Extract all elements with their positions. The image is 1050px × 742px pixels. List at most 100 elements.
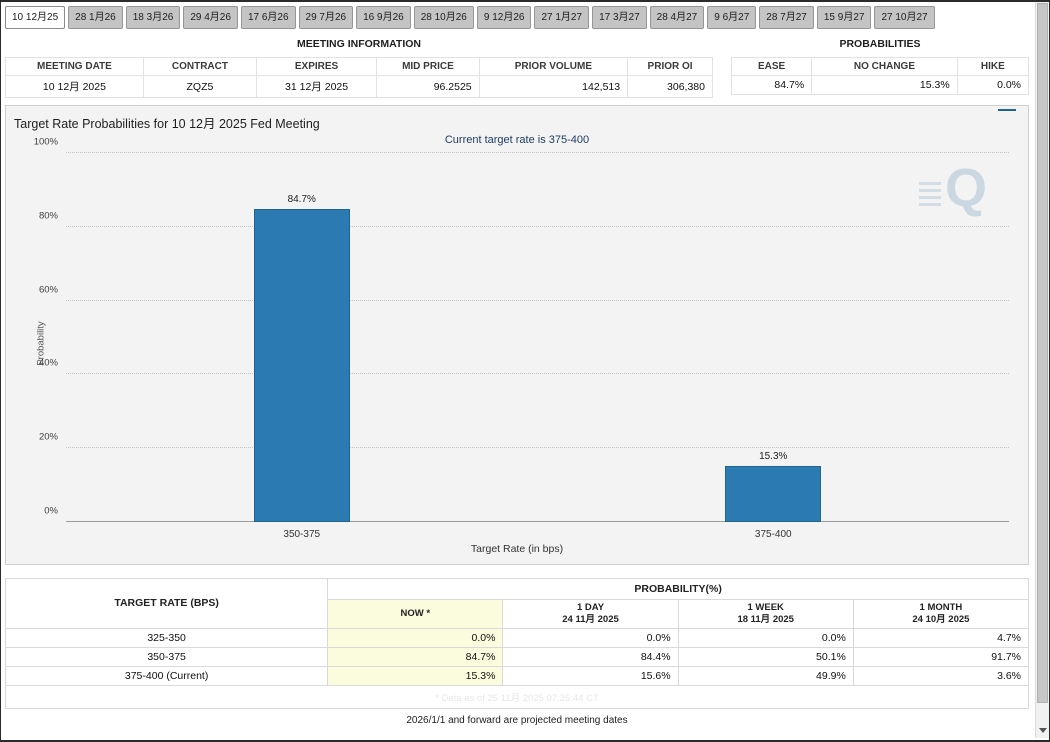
column-header: PRIOR VOLUME (478, 57, 629, 76)
tab-9-12月26[interactable]: 9 12月26 (476, 6, 532, 29)
probability-history-table: TARGET RATE (BPS) PROBABILITY(%) NOW * 1 … (4, 578, 1030, 709)
watermark-stripes-icon (918, 182, 941, 208)
x-tick-label: 375-400 (754, 529, 792, 540)
bar-350-375[interactable]: 84.7% (253, 194, 350, 522)
probability-cell: 15.6% (502, 665, 679, 686)
probability-cell: 84.4% (502, 646, 679, 667)
info-section: MEETING INFORMATION MEETING DATE CONTRACT… (1, 32, 1035, 98)
probability-cell: 15.3% (327, 665, 504, 686)
column-value: 10 12月 2025 (5, 75, 144, 98)
tab-17-3月27[interactable]: 17 3月27 (592, 6, 647, 29)
bar-value-label: 15.3% (759, 450, 788, 462)
gridline (66, 299, 1009, 301)
x-axis-label: Target Rate (in bps) (470, 543, 564, 555)
column-header: MEETING DATE (5, 57, 144, 76)
tab-16-9月26[interactable]: 16 9月26 (356, 6, 411, 29)
quikstrike-watermark: Q (918, 158, 987, 218)
probability-cell: 3.6% (852, 665, 1030, 686)
y-tick-label: 20% (38, 431, 58, 443)
history-column-header: 1 DAY 24 11月 2025 (502, 599, 679, 629)
probability-cell: 0.0% (502, 627, 679, 648)
bar-rect[interactable] (253, 209, 350, 522)
tab-29-7月26[interactable]: 29 7月26 (298, 6, 354, 29)
column-value: 142,513 (478, 75, 629, 98)
meeting-information-table: MEETING INFORMATION MEETING DATE CONTRACT… (5, 33, 713, 98)
probability-cell: 0.0% (677, 627, 854, 648)
fedwatch-page: 10 12月25 28 1月26 18 3月26 29 4月26 17 6月26 29 7… (1, 2, 1035, 738)
history-column-header: 1 MONTH 24 10月 2025 (852, 599, 1030, 629)
probability-cell: 91.7% (852, 646, 1030, 667)
tab-27-1月27[interactable]: 27 1月27 (534, 6, 590, 29)
column-header: MID PRICE (376, 57, 480, 76)
projected-meetings-note: 2026/1/1 and forward are projected meeti… (406, 714, 628, 726)
tab-10-12月25[interactable]: 10 12月25 (5, 6, 66, 29)
prob-value-row: 84.7% 15.3% 0.0% (730, 75, 1030, 95)
gridline (66, 152, 1009, 153)
scrollbar-thumb[interactable] (1037, 3, 1048, 703)
bar-375-400[interactable]: 15.3% (725, 451, 822, 522)
column-header: PRIOR OI (627, 57, 713, 76)
gridline (66, 521, 1009, 522)
probability-cell: 0.0% (327, 627, 504, 648)
meeting-information-title: MEETING INFORMATION (296, 38, 422, 50)
target-rate-cell: 375-400 (Current) (4, 665, 329, 686)
tab-29-4月26[interactable]: 29 4月26 (183, 6, 238, 29)
tab-18-3月26[interactable]: 18 3月26 (125, 6, 181, 29)
probability-group-header: PROBABILITY(%) (327, 578, 1029, 600)
meeting-tabs: 10 12月25 28 1月26 18 3月26 29 4月26 17 6月26 29 7… (1, 2, 1035, 32)
tab-28-4月27[interactable]: 28 4月27 (649, 6, 705, 29)
bar-rect[interactable] (725, 465, 822, 522)
tab-27-10月27[interactable]: 27 10月27 (874, 6, 935, 29)
scrollbar-down-button[interactable] (1036, 723, 1049, 738)
column-value: 15.3% (811, 75, 958, 95)
column-value: ZQZ5 (142, 75, 257, 98)
y-tick-label: 60% (38, 284, 58, 296)
probability-cell: 50.1% (677, 646, 854, 667)
target-rate-cell: 325-350 (4, 627, 329, 648)
y-tick-label: 80% (38, 210, 58, 222)
column-value: 31 12月 2025 (255, 75, 378, 98)
history-subheader-row: NOW * 1 DAY 24 11月 2025 1 WEEK 18 11月 2025 1 … (6, 599, 1030, 629)
table-row: 325-350 0.0% 0.0% 0.0% 4.7% (4, 627, 1030, 648)
history-column-header: 1 WEEK 18 11月 2025 (677, 599, 854, 629)
gridline (66, 447, 1009, 449)
column-value: 84.7% (730, 75, 813, 95)
gridline (66, 373, 1009, 375)
table-row: 375-400 (Current) 15.3% 15.6% 49.9% 3.6% (4, 665, 1030, 686)
plot-area: Probability Q 0% 20% 40% 60% 80% 100% 84.7% 350… (34, 137, 1009, 540)
y-tick-label: 100% (33, 136, 58, 148)
meeting-info-table: MEETING DATE CONTRACT EXPIRES MID PRICE PRIO… (5, 57, 713, 98)
tab-28-7月27[interactable]: 28 7月27 (759, 6, 814, 29)
tab-9-6月27[interactable]: 9 6月27 (707, 6, 757, 29)
column-value: 96.2525 (376, 75, 480, 98)
meeting-info-value-row: 10 12月 2025 ZQZ5 31 12月 2025 96.2525 142,513… (5, 75, 713, 98)
tab-28-1月26[interactable]: 28 1月26 (68, 6, 123, 29)
prob-info-table: EASE NO CHANGE HIKE 84.7% 15.3% 0.0% (730, 57, 1030, 95)
probabilities-table: PROBABILITIES EASE NO CHANGE HIKE 84.7% 15.… (730, 33, 1030, 95)
bar-value-label: 84.7% (287, 194, 316, 206)
column-value: 306,380 (627, 75, 713, 98)
quikstrike-q-icon: Q (944, 158, 987, 218)
prob-header-row: EASE NO CHANGE HIKE (730, 57, 1030, 76)
tab-28-10月26[interactable]: 28 10月26 (413, 6, 474, 29)
probabilities-title: PROBABILITIES (839, 38, 921, 50)
probability-cell: 49.9% (677, 665, 854, 686)
tab-17-6月26[interactable]: 17 6月26 (240, 6, 296, 29)
gridline (66, 225, 1009, 227)
y-tick-label: 0% (44, 505, 58, 517)
target-rate-header: TARGET RATE (BPS) (4, 578, 329, 629)
target-rate-cell: 350-375 (4, 646, 329, 667)
table-row: 350-375 84.7% 84.4% 50.1% 91.7% (4, 646, 1030, 667)
x-tick-label: 350-375 (283, 529, 321, 540)
tab-15-9月27[interactable]: 15 9月27 (816, 6, 872, 29)
history-body: 325-350 0.0% 0.0% 0.0% 4.7% 350-375 84.7% 84.4%… (4, 627, 1030, 686)
down-arrow-icon (1038, 728, 1047, 733)
column-header: CONTRACT (142, 57, 257, 76)
column-value: 0.0% (956, 75, 1030, 95)
probability-history-section: TARGET RATE (BPS) PROBABILITY(%) NOW * 1 … (4, 578, 1030, 726)
chart-subtitle: Current target rate is 375-400 (444, 134, 590, 146)
probability-cell: 84.7% (327, 646, 504, 667)
data-as-of-footnote: * Data as of 25 11月 2025 07:25:44 CT (5, 684, 1029, 709)
vertical-scrollbar[interactable] (1035, 2, 1049, 738)
column-header: HIKE (956, 57, 1030, 76)
